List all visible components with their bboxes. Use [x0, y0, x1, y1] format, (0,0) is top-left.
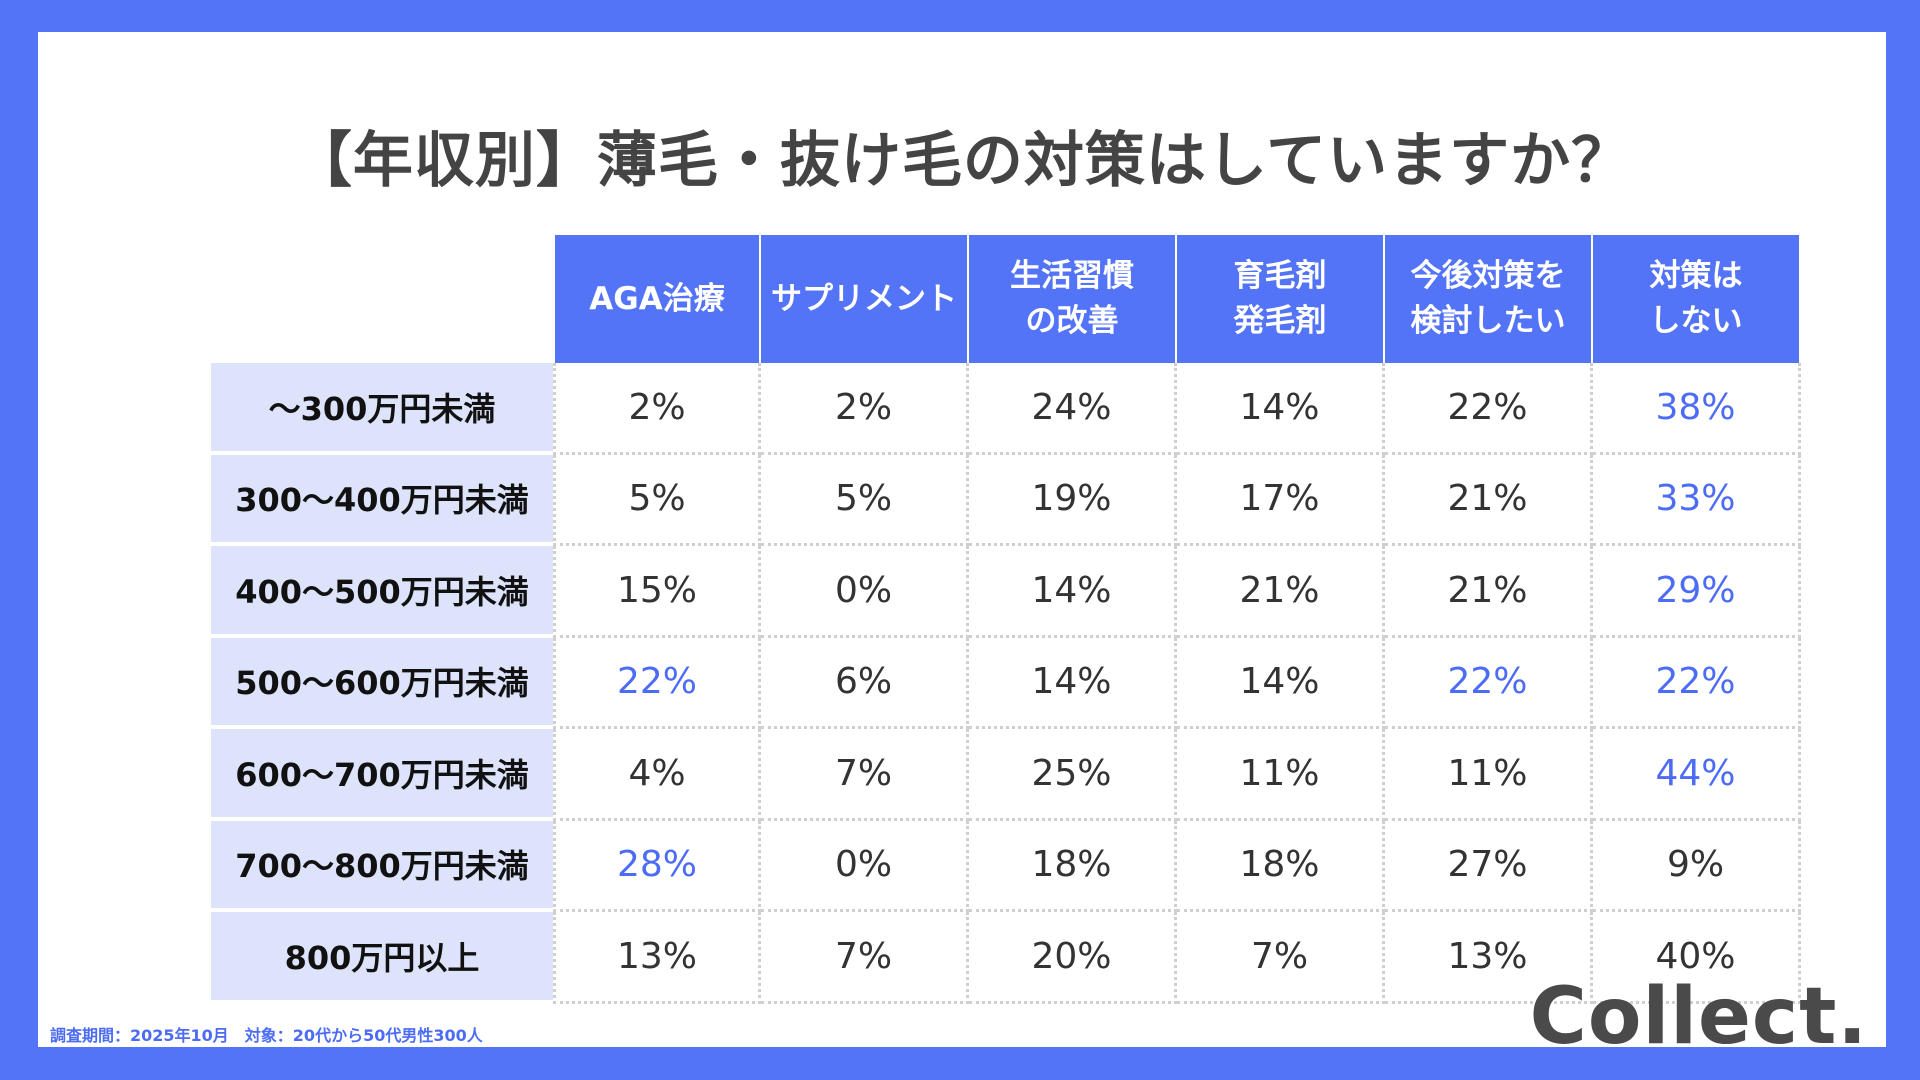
table-cell: 7%	[761, 729, 969, 821]
table-cell: 19%	[969, 454, 1177, 546]
table-cell: 15%	[553, 546, 761, 638]
row-header: 600〜700万円未満	[211, 729, 553, 821]
table-cell: 29%	[1593, 546, 1801, 638]
table-cell: 21%	[1385, 454, 1593, 546]
row-header: 500〜600万円未満	[211, 637, 553, 729]
table-cell: 7%	[761, 912, 969, 1004]
table-cell: 0%	[761, 546, 969, 638]
table-cell: 14%	[969, 546, 1177, 638]
survey-footnote: 調査期間：2025年10月 対象：20代から50代男性300人	[50, 1026, 483, 1045]
chart-title: 【年収別】薄毛・抜け毛の対策はしていますか？	[291, 126, 1633, 196]
table-cell: 5%	[553, 454, 761, 546]
table-cell: 38%	[1593, 363, 1801, 455]
table-cell: 25%	[969, 729, 1177, 821]
table-cell: 22%	[1593, 637, 1801, 729]
table-cell: 18%	[969, 820, 1177, 912]
table-cell: 17%	[1177, 454, 1385, 546]
table-cell: 14%	[1177, 363, 1385, 455]
table-cell: 5%	[761, 454, 969, 546]
table-cell: 2%	[553, 363, 761, 455]
content-card: 【年収別】薄毛・抜け毛の対策はしていますか？ AGA治療 サプリメント 生活習慣 の…	[38, 32, 1886, 1062]
table-cell: 22%	[553, 637, 761, 729]
table-cell: 14%	[1177, 637, 1385, 729]
column-header: AGA治療	[553, 235, 761, 363]
collect-logo: Collect.	[1529, 972, 1868, 1062]
table-cell: 0%	[761, 820, 969, 912]
column-header: 対策は しない	[1593, 235, 1801, 363]
table-cell: 18%	[1177, 820, 1385, 912]
table-cell: 2%	[761, 363, 969, 455]
column-header: 今後対策を 検討したい	[1385, 235, 1593, 363]
table-cell: 13%	[553, 912, 761, 1004]
table-cell: 9%	[1593, 820, 1801, 912]
data-table: AGA治療 サプリメント 生活習慣 の改善 育毛剤 発毛剤 今後対策を 検討したい 対策は…	[211, 235, 1801, 1004]
table-cell: 21%	[1385, 546, 1593, 638]
column-header: サプリメント	[761, 235, 969, 363]
table-cell: 22%	[1385, 363, 1593, 455]
table-cell: 13%	[1385, 912, 1593, 1004]
row-header: 〜300万円未満	[211, 363, 553, 455]
row-header: 300〜400万円未満	[211, 454, 553, 546]
table-cell: 11%	[1385, 729, 1593, 821]
table-cell: 14%	[969, 637, 1177, 729]
table-cell: 21%	[1177, 546, 1385, 638]
table-cell: 11%	[1177, 729, 1385, 821]
column-header: 生活習慣 の改善	[969, 235, 1177, 363]
table-cell: 24%	[969, 363, 1177, 455]
row-header: 700〜800万円未満	[211, 820, 553, 912]
table-cell: 33%	[1593, 454, 1801, 546]
table-cell: 44%	[1593, 729, 1801, 821]
table-cell: 7%	[1177, 912, 1385, 1004]
table-cell: 6%	[761, 637, 969, 729]
table-cell: 40%	[1593, 912, 1801, 1004]
row-header: 400〜500万円未満	[211, 546, 553, 638]
row-header: 800万円以上	[211, 912, 553, 1004]
table-corner	[211, 235, 553, 363]
table-cell: 4%	[553, 729, 761, 821]
table-cell: 28%	[553, 820, 761, 912]
table-cell: 27%	[1385, 820, 1593, 912]
column-header: 育毛剤 発毛剤	[1177, 235, 1385, 363]
table-cell: 22%	[1385, 637, 1593, 729]
table-cell: 20%	[969, 912, 1177, 1004]
